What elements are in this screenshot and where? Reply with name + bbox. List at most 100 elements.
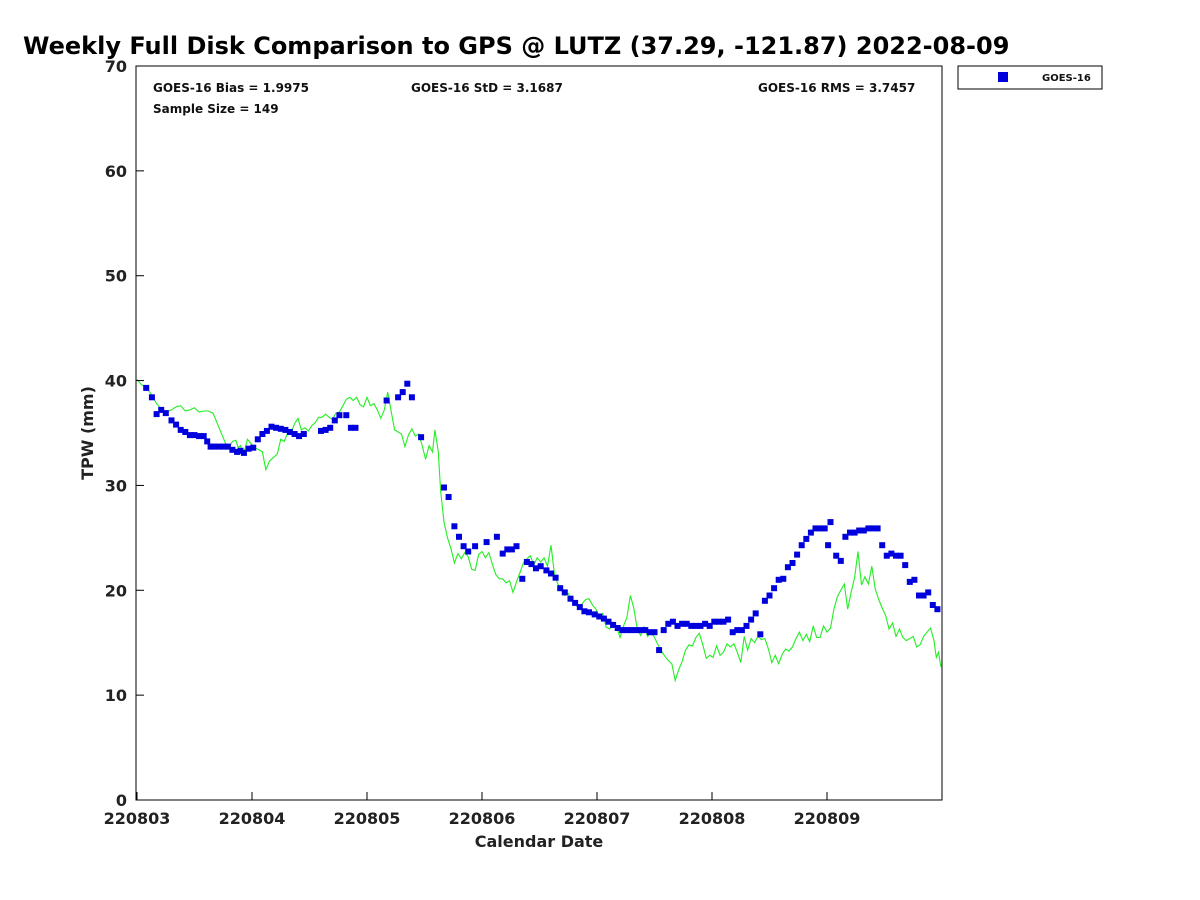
goes16-point [327,424,334,431]
goes16-point [291,431,298,437]
goes16-point [669,618,676,625]
goes16-point [656,647,663,654]
goes16-point [229,446,236,453]
goes16-point [674,622,681,629]
goes16-point [860,527,867,534]
goes16-point [322,426,329,433]
goes16-point [543,567,550,574]
goes16-point [619,627,626,634]
goes16-point [798,542,805,549]
goes16-point [837,557,844,564]
x-tick-label: 220809 [794,809,861,828]
goes16-point [683,620,690,627]
goes16-point [586,609,592,616]
goes16-point [794,551,801,558]
goes16-point [803,535,810,542]
goes16-point [519,575,526,582]
goes16-point [286,429,293,435]
goes16-point [614,625,621,631]
plot-area [135,65,943,801]
goes16-point [628,627,635,634]
goes16-point [336,412,343,419]
goes16-point [596,613,603,620]
goes16-point [633,627,640,634]
goes16-point [817,525,824,532]
goes16-point [725,616,732,623]
x-tick-label: 220806 [449,809,516,828]
legend-marker-goes16 [998,72,1008,82]
y-axis-label: TPW (mm) [78,386,97,480]
goes16-point [215,443,222,450]
goes16-point [642,627,649,634]
goes16-point [240,449,247,456]
goes16-point [567,595,574,602]
goes16-point [734,627,741,634]
goes16-point [825,542,832,549]
goes16-point [300,431,307,437]
goes16-point [207,443,214,450]
legend-label-goes16: GOES-16 [1042,73,1091,84]
goes16-point [513,543,520,550]
goes16-point [812,525,819,532]
goes16-point [870,525,876,532]
goes16-point [697,622,704,629]
x-axis-ticks: 220803 220804 220805 220806 220807 220808 2208… [104,792,861,828]
goes16-point [399,389,406,396]
goes16-point [605,618,612,625]
goes16-point [404,380,411,387]
goes16-point [906,578,913,585]
goes16-point [929,602,936,608]
goes16-point [343,412,350,419]
goes16-point [445,494,452,500]
y-axis-ticks: 0 10 20 30 40 50 60 70 [105,57,144,810]
goes16-point [600,615,607,622]
goes16-point [465,548,472,555]
x-tick-label: 220805 [334,809,401,828]
x-tick-label: 220808 [679,809,746,828]
goes16-point [528,561,535,568]
goes16-point [591,611,598,618]
goes16-point [561,589,568,596]
goes16-point [472,543,479,550]
goes16-point [679,620,686,627]
x-tick-label: 220807 [564,809,631,828]
goes16-point [508,546,515,553]
goes16-point [168,417,175,424]
goes16-point [347,424,354,431]
goes16-point [234,448,241,455]
goes16-point [920,592,927,599]
x-tick-label: 220803 [104,809,171,828]
goes16-point [702,620,709,627]
goes16-point [692,622,699,629]
goes16-point [688,622,695,629]
goes16-point [548,570,554,577]
goes16-point [902,562,909,569]
gps-series [136,379,942,683]
goes16-point [200,433,207,440]
goes16-series [143,380,941,654]
goes16-point [153,411,160,418]
std-stat: GOES-16 StD = 3.1687 [411,81,563,95]
goes16-point [196,433,203,440]
goes16-point [245,445,252,452]
goes16-point [191,432,198,439]
goes16-point [259,431,266,437]
rms-stat: GOES-16 RMS = 3.7457 [758,81,915,95]
goes16-point [557,585,564,592]
goes16-point [576,604,583,611]
goes16-point [158,406,165,413]
goes16-point [865,525,872,532]
goes16-point [743,622,750,629]
goes16-point [748,616,755,623]
goes16-point [911,576,918,583]
goes16-point [665,620,672,627]
goes16-point [537,563,544,570]
y-tick-label: 30 [105,476,127,495]
goes16-point [720,618,727,625]
goes16-point [523,559,530,565]
goes16-point [706,622,713,629]
goes16-point [148,394,155,401]
y-tick-label: 0 [116,791,127,810]
goes16-point [879,542,886,549]
goes16-point [263,427,270,434]
